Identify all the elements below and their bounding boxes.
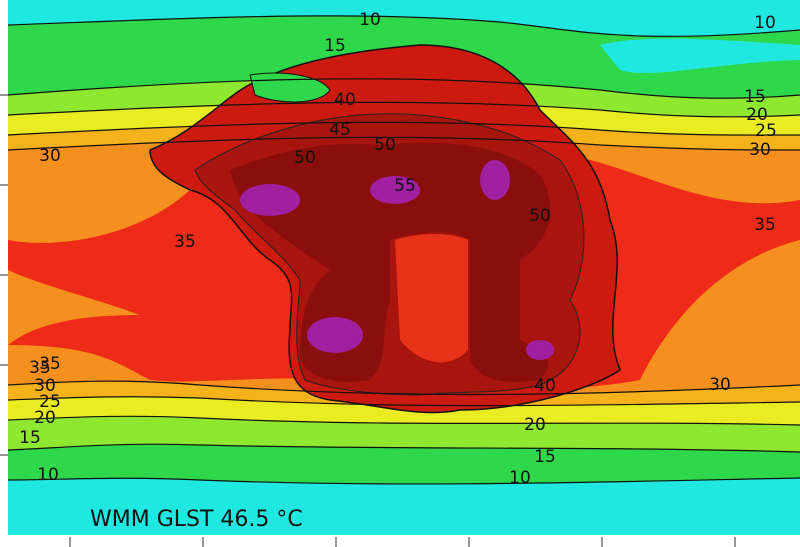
contour — [7, 415, 800, 426]
contour-label: 50 — [294, 148, 316, 168]
axis-ticks — [0, 94, 736, 547]
hot-spot — [307, 317, 363, 353]
hot-spot — [526, 340, 554, 360]
interior-basin — [395, 234, 468, 363]
contour — [7, 443, 800, 453]
contour — [7, 396, 800, 407]
contour-label: 45 — [329, 120, 351, 140]
contour-label: 40 — [334, 90, 356, 110]
contour — [7, 101, 800, 118]
contour — [7, 121, 800, 136]
contour-label: 30 — [34, 376, 56, 396]
hot-spot — [370, 176, 420, 204]
contour-label: 15 — [324, 36, 346, 56]
contour-label: 25 — [755, 121, 777, 141]
contour — [7, 477, 800, 485]
contour-label: 15 — [744, 87, 766, 107]
contour-label: 50 — [374, 135, 396, 155]
contour — [7, 380, 800, 396]
contour-label: 10 — [754, 13, 776, 33]
contour-label: 25 — [39, 392, 61, 412]
contour-label: 50 — [529, 206, 551, 226]
caption: WMM GLST 46.5 °C — [90, 507, 303, 532]
contour-label: 20 — [34, 408, 56, 428]
contour-label: 35 — [29, 358, 51, 378]
axis-strip — [0, 535, 800, 547]
contour-lines — [7, 15, 800, 485]
contour-label: 30 — [39, 146, 61, 166]
contour-label: 35 — [754, 215, 776, 235]
contour-label: 30 — [709, 375, 731, 395]
contour-label: 15 — [534, 447, 556, 467]
contour-label: 55 — [394, 176, 416, 196]
contour-label: 20 — [746, 105, 768, 125]
continent-core — [230, 142, 551, 382]
contour-label: 30 — [749, 140, 771, 160]
contour-label: 10 — [359, 10, 381, 30]
cyan-patch — [600, 38, 800, 74]
contour-label: 20 — [524, 415, 546, 435]
contour-label: 10 — [37, 465, 59, 485]
contour-label: 35 — [174, 232, 196, 252]
hot-spot — [480, 160, 510, 200]
contour — [7, 15, 800, 37]
contour-label: 40 — [534, 376, 556, 396]
hot-spot — [240, 184, 300, 216]
contour-label: 35 — [39, 354, 61, 374]
contour-label: 10 — [509, 468, 531, 488]
contour — [7, 78, 800, 99]
contour — [7, 136, 800, 151]
contour-label: 15 — [19, 428, 41, 448]
